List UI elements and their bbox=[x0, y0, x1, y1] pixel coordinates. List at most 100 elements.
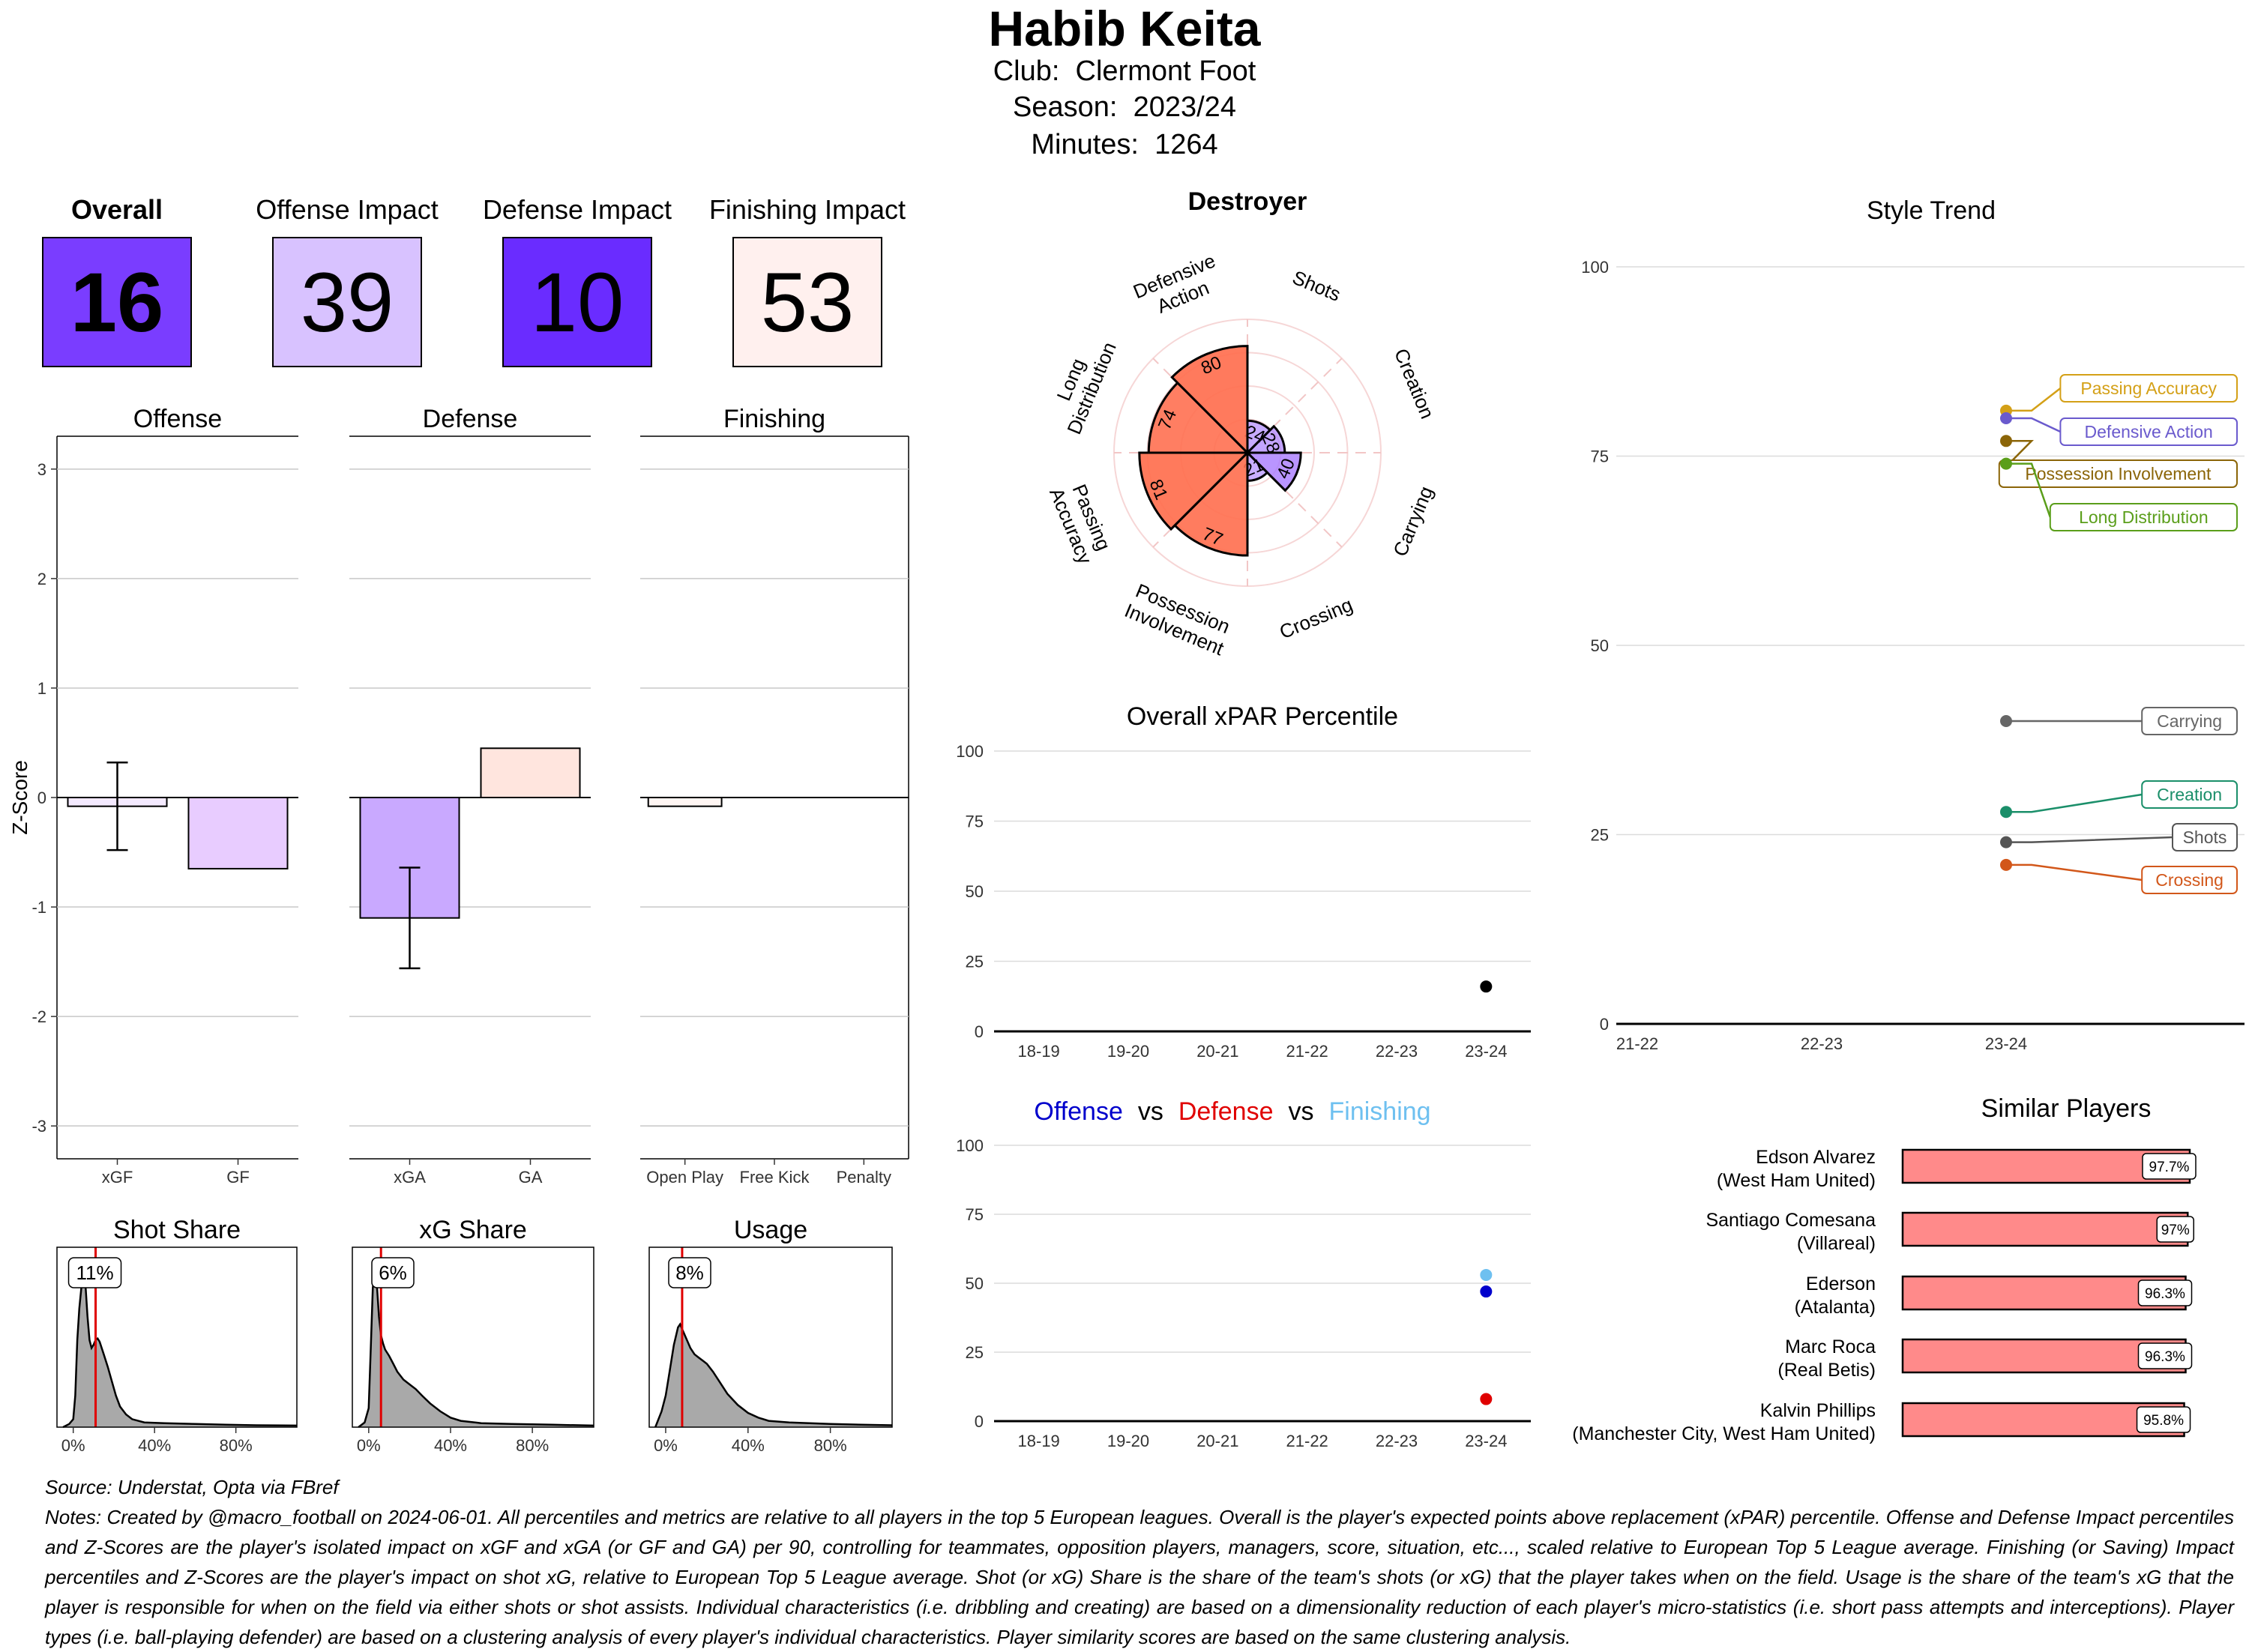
radar-category-word: Crossing bbox=[1276, 593, 1355, 643]
radar-category-label: DefensiveAction bbox=[1130, 249, 1227, 324]
series-point bbox=[2000, 858, 2012, 871]
tile-label-offense: Offense Impact bbox=[256, 194, 439, 225]
chart-style-trend: Style Trend 0 25 50 75 100 21-22 22-23 23-24 Pass… bbox=[1581, 196, 2245, 1053]
radar-category-label: PassingAccuracy bbox=[1045, 476, 1117, 567]
x-tick-label: 18-19 bbox=[1018, 1432, 1060, 1450]
club-line: Club: Clermont Foot bbox=[0, 52, 2249, 90]
dashboard-charts: Offense xGF GF -3 -2 -1 0 1 2 3 Z-Score Defense xGA G… bbox=[8, 187, 2245, 1455]
y-tick-label: 100 bbox=[1581, 258, 1609, 277]
minutes-line: Minutes: 1264 bbox=[0, 126, 2249, 163]
density-line bbox=[654, 1322, 893, 1428]
panel-title: xG Share bbox=[419, 1216, 527, 1244]
player-name: Kalvin Phillips bbox=[1760, 1400, 1876, 1421]
series-label-box bbox=[2141, 780, 2238, 809]
similarity-label-box bbox=[2136, 1406, 2191, 1433]
y-tick-label: 2 bbox=[37, 570, 46, 588]
y-tick-label: 75 bbox=[1591, 447, 1609, 466]
tile-label-defense: Defense Impact bbox=[482, 194, 672, 225]
tile-overall: 16 bbox=[42, 237, 192, 367]
x-tick-label: Open Play bbox=[646, 1168, 723, 1187]
x-tick-label: 22-23 bbox=[1376, 1432, 1418, 1450]
y-tick-label: 75 bbox=[966, 1205, 984, 1224]
chart-title: Similar Players bbox=[1981, 1094, 2152, 1123]
x-tick-label: 23-24 bbox=[1985, 1034, 2027, 1053]
player-club: (Villareal) bbox=[1797, 1233, 1876, 1254]
x-tick-label: 21-22 bbox=[1616, 1034, 1658, 1053]
panel-title: Defense bbox=[423, 405, 518, 433]
x-tick-label: 80% bbox=[516, 1436, 549, 1455]
player-name: Santiago Comesana bbox=[1705, 1210, 1876, 1231]
similarity-label-box bbox=[2137, 1279, 2193, 1306]
y-tick-label: 50 bbox=[1591, 636, 1609, 655]
similarity-label: 97% bbox=[2161, 1223, 2190, 1238]
player-name: Marc Roca bbox=[1785, 1336, 1876, 1357]
series-point bbox=[2000, 806, 2012, 819]
panel-title: Shot Share bbox=[113, 1216, 241, 1244]
tile-defense: 10 bbox=[502, 237, 652, 367]
bar-ga bbox=[480, 747, 581, 798]
player-club: (Atalanta) bbox=[1795, 1297, 1876, 1318]
value-label: 11% bbox=[76, 1261, 113, 1284]
series-point bbox=[2000, 715, 2012, 727]
x-tick-label: 20-21 bbox=[1196, 1432, 1238, 1450]
player-club: (Real Betis) bbox=[1777, 1360, 1876, 1381]
series-label-box bbox=[2141, 866, 2238, 894]
player-name: Habib Keita bbox=[988, 1, 1261, 56]
club-label: Club: bbox=[993, 55, 1060, 87]
value-label-box bbox=[67, 1257, 122, 1288]
minutes-value: 1264 bbox=[1154, 129, 1218, 160]
x-tick-label: 40% bbox=[434, 1436, 467, 1455]
x-tick-label: 80% bbox=[814, 1436, 847, 1455]
series-label: Shots bbox=[2183, 827, 2227, 847]
radar-category-word: Creation bbox=[1390, 346, 1439, 422]
series-point bbox=[2000, 412, 2012, 424]
y-tick-label: 25 bbox=[966, 1343, 984, 1362]
similarity-label-box bbox=[2156, 1216, 2194, 1243]
radar-slice-possession-involvement bbox=[1172, 450, 1249, 557]
radar-category-label: PossessionInvolvement bbox=[1122, 578, 1236, 660]
x-tick-label: 19-20 bbox=[1107, 1432, 1149, 1450]
tile-finishing: 53 bbox=[732, 237, 882, 367]
season-line: Season: 2023/24 bbox=[0, 88, 2249, 126]
y-tick-label: -3 bbox=[31, 1117, 46, 1136]
zscore-panel-defense: Defense xGA GA bbox=[349, 405, 591, 1187]
club-value: Clermont Foot bbox=[1075, 55, 1256, 87]
x-tick-label: xGF bbox=[102, 1168, 133, 1187]
data-point bbox=[1480, 1268, 1493, 1281]
chart-title: Offense vs Defense vs Finishing bbox=[1034, 1097, 1430, 1126]
x-tick-label: 20-21 bbox=[1196, 1042, 1238, 1061]
x-tick-label: 23-24 bbox=[1465, 1042, 1507, 1061]
data-point bbox=[1480, 1285, 1493, 1298]
series-connector bbox=[2006, 388, 2062, 412]
y-tick-label: 0 bbox=[975, 1022, 984, 1041]
value-label: 8% bbox=[675, 1261, 704, 1284]
chart-ovd: 0 25 50 75 100 18-19 19-20 20-21 21-22 22-23 23-24… bbox=[956, 1097, 1531, 1450]
title-part-4: Finishing bbox=[1329, 1097, 1431, 1126]
bar-gf bbox=[187, 797, 289, 869]
season-label: Season: bbox=[1013, 91, 1118, 123]
density-line bbox=[62, 1276, 298, 1429]
x-tick-label: 0% bbox=[61, 1436, 85, 1455]
panel-title: Usage bbox=[734, 1216, 807, 1244]
series-connector bbox=[2006, 793, 2143, 813]
title-part-2: Defense bbox=[1178, 1097, 1274, 1126]
y-tick-label: 50 bbox=[966, 1274, 984, 1293]
series-point bbox=[2000, 457, 2012, 470]
series-point bbox=[2000, 435, 2012, 447]
title-part-1: vs bbox=[1138, 1097, 1163, 1126]
data-point bbox=[1480, 980, 1493, 993]
player-club: (Manchester City, West Ham United) bbox=[1572, 1423, 1876, 1444]
series-label: Carrying bbox=[2157, 711, 2222, 731]
similarity-label: 96.3% bbox=[2145, 1349, 2185, 1365]
y-tick-label: 25 bbox=[1591, 826, 1609, 845]
y-tick-label: 50 bbox=[966, 882, 984, 901]
density-area bbox=[63, 1276, 297, 1427]
similarity-label: 96.3% bbox=[2145, 1286, 2185, 1302]
y-tick-label: -1 bbox=[31, 898, 46, 917]
radar-category-label: LongDistribution bbox=[1042, 331, 1121, 438]
tile-label-overall: Overall bbox=[70, 194, 163, 225]
panel-frame bbox=[352, 1246, 594, 1428]
player-club: (West Ham United) bbox=[1717, 1170, 1876, 1191]
radar-slice-long-distribution bbox=[1147, 381, 1250, 454]
series-label: Long Distribution bbox=[2079, 507, 2209, 527]
